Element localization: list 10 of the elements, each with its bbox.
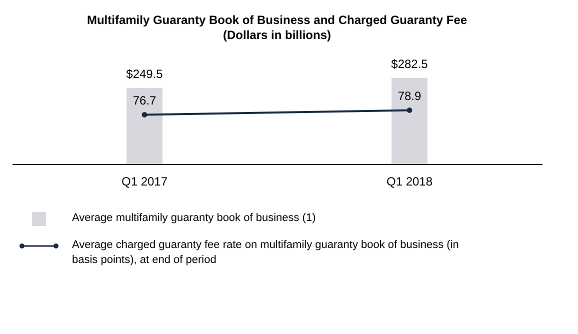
data-label: 76.7 [132,94,156,108]
data-label: $249.5 [126,66,164,81]
data-label: $282.5 [391,56,428,71]
data-label: 78.9 [398,89,422,104]
x-tick-label: Q1 2017 [121,174,168,188]
chart-subtitle: (Dollars in billions) [222,28,332,42]
legend-label: Average charged guaranty fee rate on multifamily guaranty book of business (in basis points), at end of period [72,239,459,266]
legend-label: Average multifamily guaranty book of business (1) [72,212,316,224]
chart-title: Multifamily Guaranty Book of Business and Charged Guaranty Fee [86,13,468,27]
x-tick-label: Q1 2018 [386,174,433,188]
